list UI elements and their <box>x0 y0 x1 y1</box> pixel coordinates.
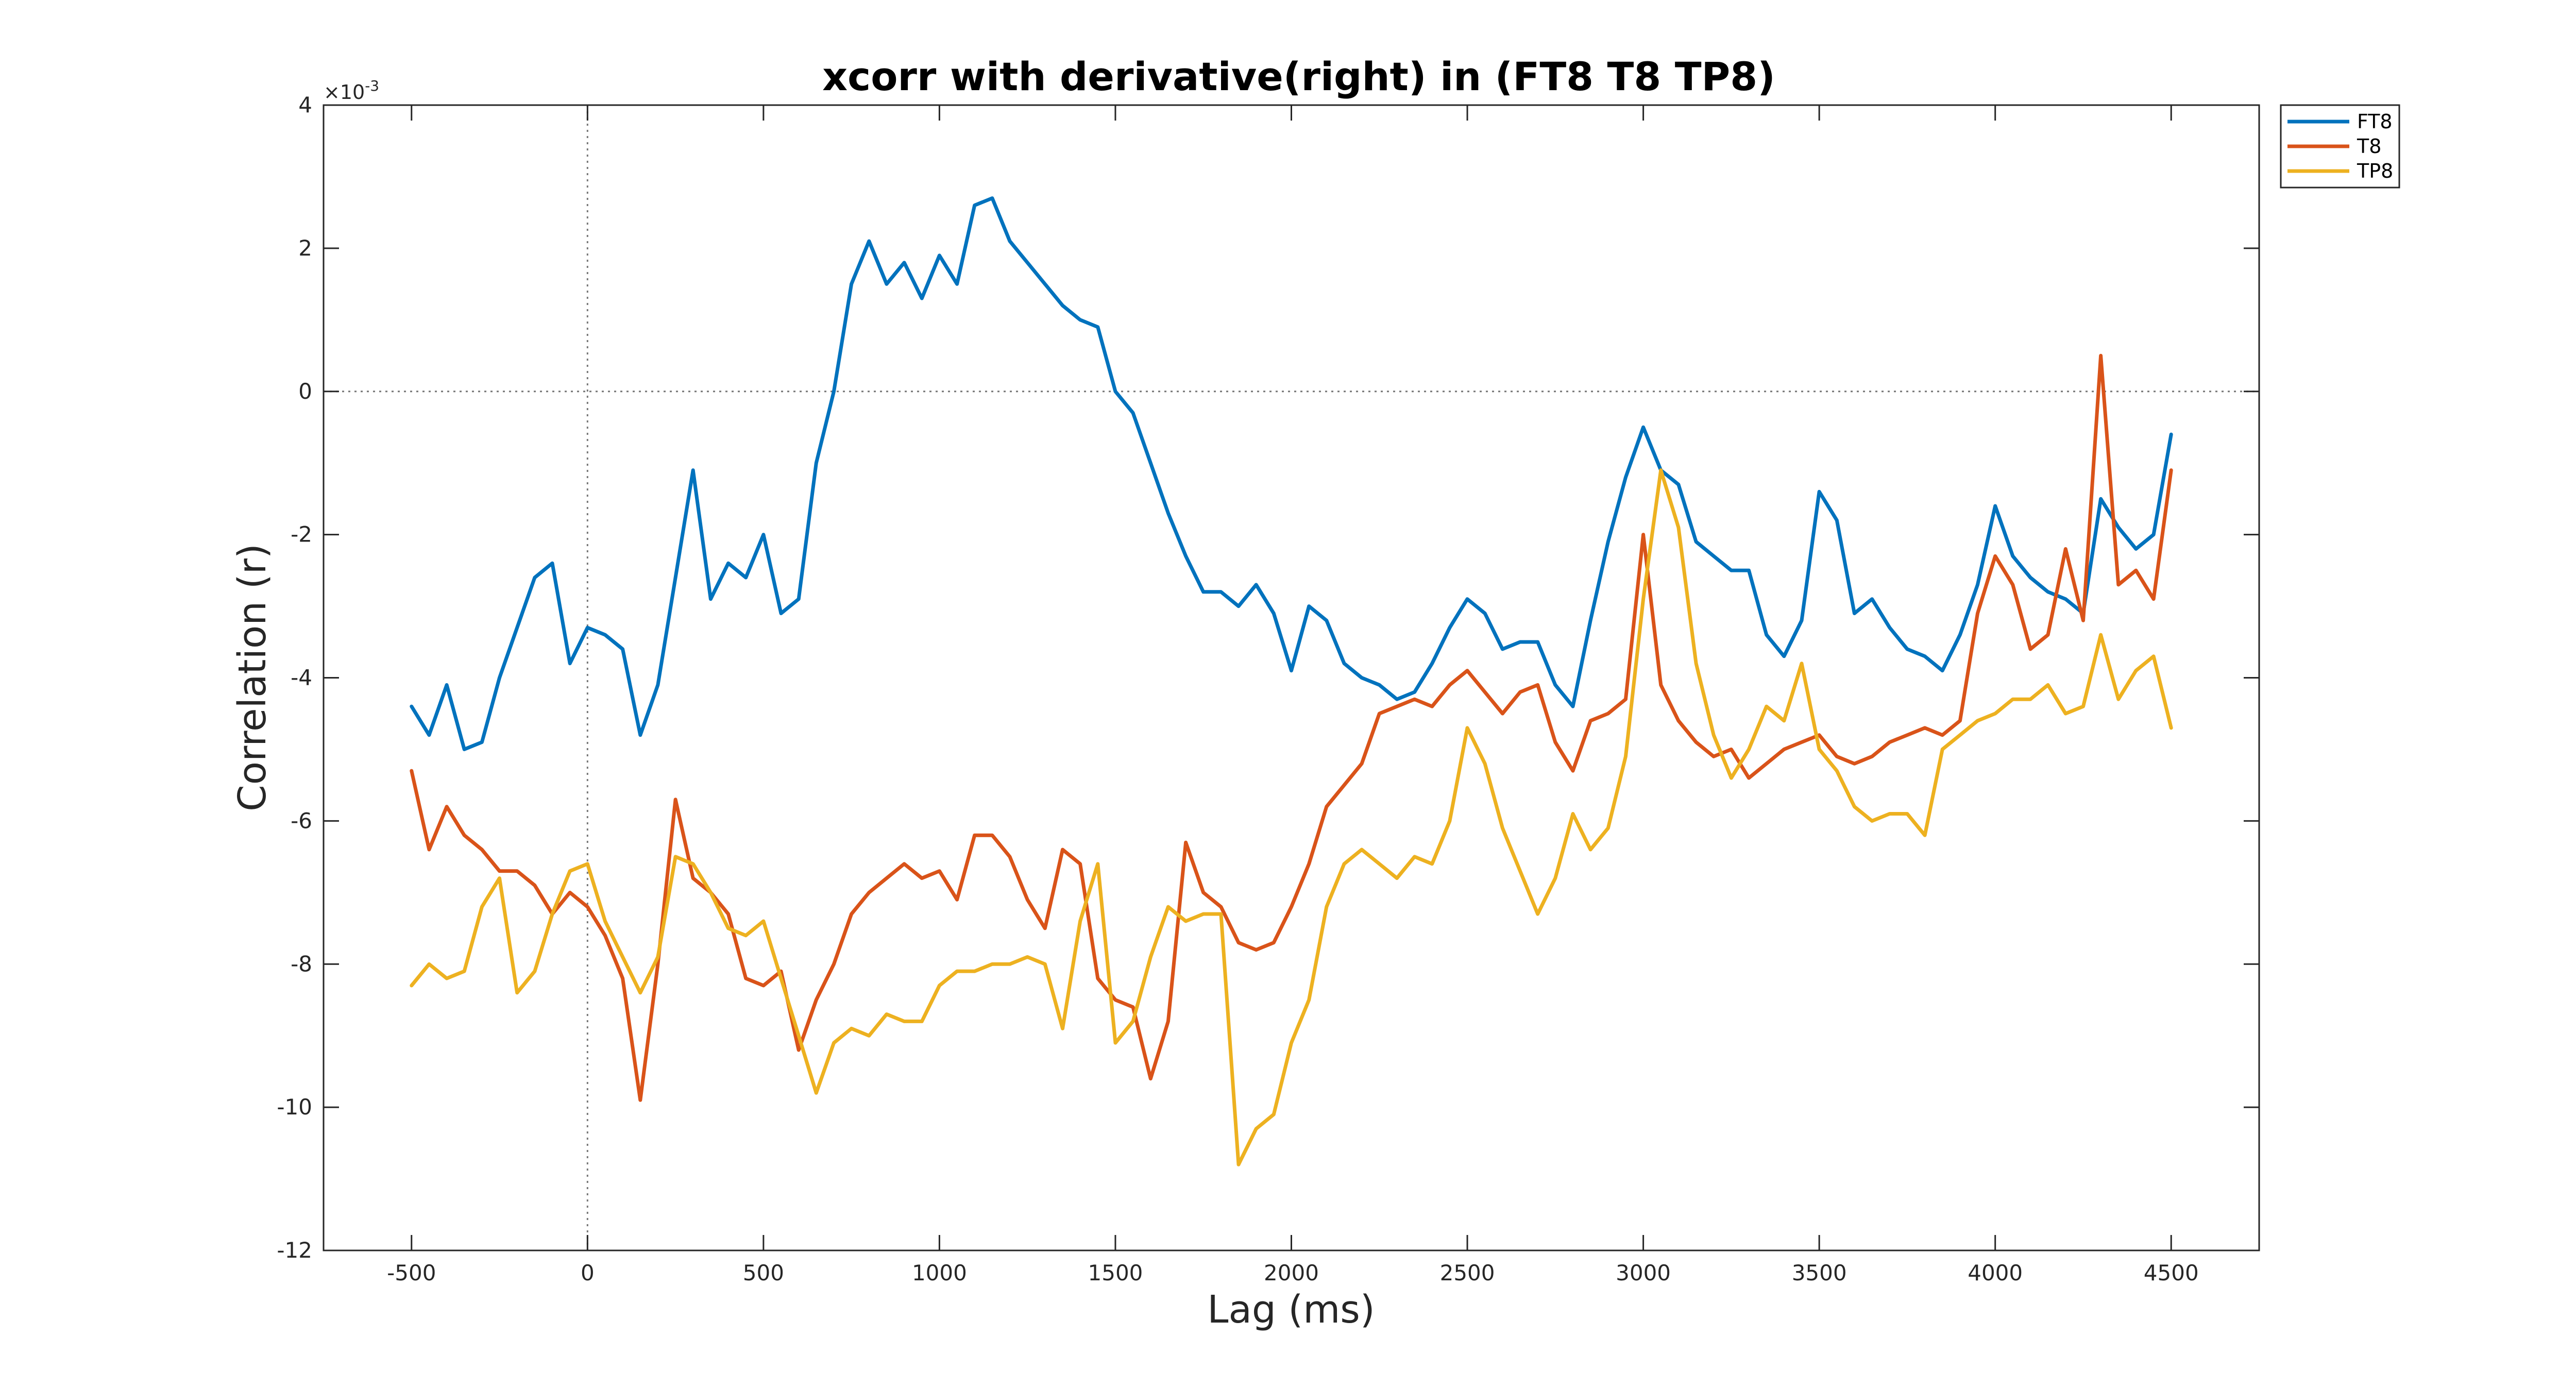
series-line-ft8 <box>410 196 2173 751</box>
svg-text:×10-3: ×10-3 <box>324 77 379 104</box>
x-tick-label: 2000 <box>1264 1260 1319 1285</box>
y-tick-label: -12 <box>277 1238 312 1263</box>
x-tick-label: 4500 <box>2144 1260 2199 1285</box>
x-tick-label: 3000 <box>1616 1260 1671 1285</box>
y-tick-label: -8 <box>291 951 312 976</box>
reference-lines <box>324 105 2259 1250</box>
legend-label-t8: T8 <box>2357 135 2381 158</box>
y-tick-label: -2 <box>291 522 312 547</box>
y-exponent-label: ×10-3 <box>324 77 379 104</box>
chart-title: xcorr with derivative(right) in (FT8 T8 … <box>822 54 1775 99</box>
x-tick-label: 1000 <box>912 1260 967 1285</box>
x-tick-label: 2500 <box>1440 1260 1495 1285</box>
series-line-tp8 <box>410 468 2173 1166</box>
legend-label-ft8: FT8 <box>2357 110 2393 133</box>
y-tick-label: 2 <box>298 235 312 261</box>
y-exponent-power: -3 <box>365 77 379 94</box>
series-lines <box>410 196 2173 1166</box>
y-tick-label: -10 <box>277 1094 312 1120</box>
x-tick-label: 500 <box>743 1260 784 1285</box>
y-exponent-base: ×10 <box>324 81 365 104</box>
y-tick-label: -4 <box>291 665 312 690</box>
x-tick-label: 3500 <box>1792 1260 1847 1285</box>
x-axis-label: Lag (ms) <box>1207 1288 1375 1332</box>
y-tick-label: 4 <box>298 92 312 117</box>
x-axis-ticks: -500 0 500 1000 1500 2000 2500 3000 3500 4000 4500 <box>387 105 2199 1285</box>
x-tick-label: 1500 <box>1088 1260 1143 1285</box>
y-axis-ticks: 4 2 0 -2 -4 -6 -8 -10 -12 <box>277 92 2259 1263</box>
y-axis-label: Correlation (r) <box>230 544 275 811</box>
x-tick-label: -500 <box>387 1260 436 1285</box>
x-tick-label: 4000 <box>1968 1260 2023 1285</box>
x-tick-label: 0 <box>581 1260 595 1285</box>
series-line-t8 <box>410 353 2173 1102</box>
y-tick-label: -6 <box>291 808 312 833</box>
y-tick-label: 0 <box>298 379 312 404</box>
legend-label-tp8: TP8 <box>2357 160 2393 182</box>
